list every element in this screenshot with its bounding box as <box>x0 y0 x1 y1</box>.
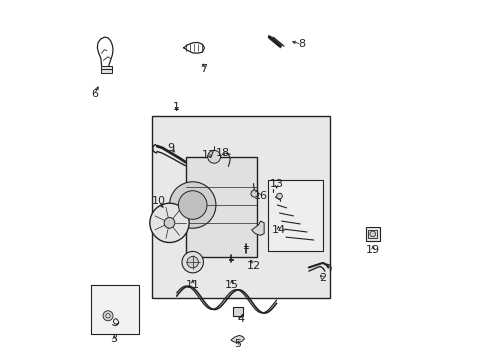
Bar <box>365 227 379 241</box>
Text: 11: 11 <box>185 280 199 291</box>
Circle shape <box>276 193 282 199</box>
Bar <box>91 285 139 334</box>
Text: 17: 17 <box>202 150 215 160</box>
Circle shape <box>149 203 189 243</box>
Text: 6: 6 <box>91 89 98 99</box>
Text: 19: 19 <box>366 245 379 255</box>
Circle shape <box>178 191 206 219</box>
Text: 12: 12 <box>246 261 260 271</box>
Text: 13: 13 <box>269 179 283 189</box>
Circle shape <box>369 231 375 237</box>
Bar <box>367 230 376 238</box>
Text: 15: 15 <box>224 280 239 291</box>
Text: 9: 9 <box>167 143 175 153</box>
Bar <box>101 66 111 73</box>
Circle shape <box>182 251 203 273</box>
Bar <box>151 116 329 298</box>
Bar <box>267 180 323 251</box>
Text: 1: 1 <box>173 102 180 112</box>
Bar <box>233 307 243 316</box>
Circle shape <box>164 217 175 228</box>
Text: 3: 3 <box>110 334 118 344</box>
Text: 14: 14 <box>271 225 285 235</box>
Text: 4: 4 <box>237 314 244 324</box>
Polygon shape <box>251 221 264 235</box>
Text: 7: 7 <box>200 64 206 74</box>
Circle shape <box>106 314 110 318</box>
Circle shape <box>207 150 220 163</box>
Bar <box>185 157 257 257</box>
Circle shape <box>186 256 198 268</box>
Text: 10: 10 <box>151 197 165 206</box>
Circle shape <box>103 311 113 321</box>
Circle shape <box>169 182 216 228</box>
Text: 18: 18 <box>216 148 230 158</box>
Text: 5: 5 <box>233 339 241 349</box>
Text: 2: 2 <box>319 273 326 283</box>
Circle shape <box>250 190 258 197</box>
Text: 8: 8 <box>298 39 305 49</box>
Text: 16: 16 <box>253 191 267 201</box>
Polygon shape <box>230 336 244 343</box>
